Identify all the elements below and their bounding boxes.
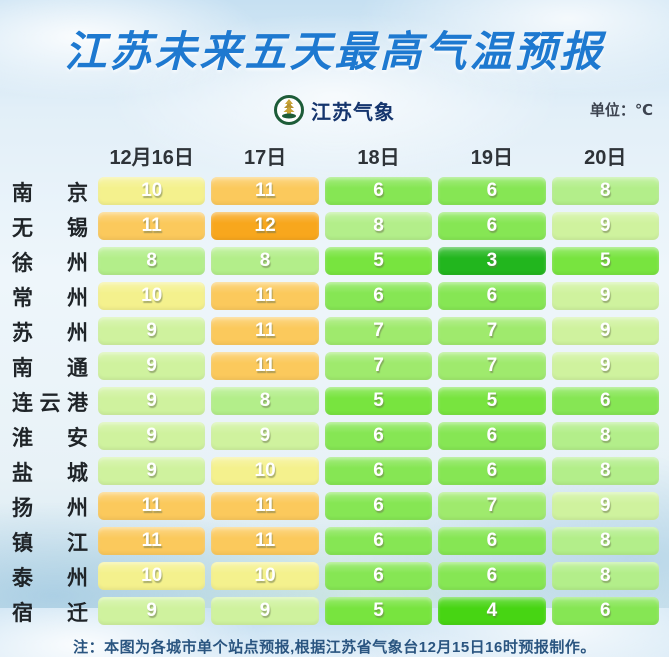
- temp-cell: 9: [551, 352, 659, 380]
- temp-cell: 12: [211, 212, 319, 240]
- city-label: 苏州: [12, 322, 88, 345]
- temp-cell: 9: [98, 422, 206, 450]
- temp-cell: 6: [438, 422, 546, 450]
- temp-cell: 11: [98, 492, 206, 520]
- column-header-date-1: 12月16日: [109, 147, 194, 169]
- temp-cell: 11: [211, 317, 319, 345]
- unit-label: 单位：℃: [589, 102, 653, 119]
- column-header-date-4: 19日: [470, 147, 514, 169]
- city-label: 无锡: [12, 217, 88, 240]
- temp-cell: 7: [324, 317, 433, 345]
- city-label: 连云港: [12, 392, 88, 415]
- temp-cell: 9: [551, 212, 659, 240]
- column-header-corner: [8, 137, 92, 172]
- temp-cell: 9: [98, 387, 206, 415]
- temp-cell: 6: [324, 282, 433, 310]
- brand-name: 江苏气象: [311, 101, 395, 124]
- temp-cell: 5: [324, 387, 433, 415]
- temp-cell: 6: [324, 177, 433, 205]
- temp-cell: 6: [324, 527, 433, 555]
- brand-row: 江苏气象 单位：℃: [0, 93, 669, 127]
- temp-cell: 10: [211, 457, 319, 485]
- city-label: 淮安: [12, 427, 88, 450]
- temp-cell: 8: [551, 527, 659, 555]
- temp-cell: 5: [324, 597, 433, 625]
- city-label: 南通: [12, 357, 88, 380]
- temp-cell: 11: [211, 527, 319, 555]
- footer-note: 注：本图为各城市单个站点预报,根据江苏省气象台12月15日16时预报制作。: [73, 639, 596, 656]
- temp-cell: 10: [98, 562, 206, 590]
- temp-cell: 6: [438, 527, 546, 555]
- temp-cell: 11: [98, 212, 206, 240]
- temp-cell: 6: [324, 457, 433, 485]
- temp-cell: 8: [324, 212, 433, 240]
- temp-cell: 9: [551, 492, 659, 520]
- column-header-date-3: 18日: [357, 147, 400, 169]
- temp-cell: 6: [438, 457, 546, 485]
- temp-cell: 5: [438, 387, 546, 415]
- temp-cell: 7: [438, 317, 546, 345]
- temp-cell: 3: [438, 247, 546, 275]
- temp-cell: 10: [98, 177, 206, 205]
- temp-cell: 8: [211, 387, 319, 415]
- temp-cell: 5: [551, 247, 659, 275]
- temp-cell: 9: [551, 282, 659, 310]
- temp-cell: 8: [98, 247, 206, 275]
- temp-cell: 10: [98, 282, 206, 310]
- city-label: 南京: [12, 182, 88, 205]
- city-label: 徐州: [12, 252, 88, 275]
- temp-cell: 9: [98, 457, 206, 485]
- temp-cell: 8: [211, 247, 319, 275]
- temp-cell: 11: [211, 492, 319, 520]
- temp-cell: 8: [551, 562, 659, 590]
- temp-cell: 6: [438, 562, 546, 590]
- temp-cell: 9: [98, 597, 206, 625]
- temp-cell: 10: [211, 562, 319, 590]
- temp-cell: 7: [438, 492, 546, 520]
- temp-cell: 9: [211, 597, 319, 625]
- column-header-date-2: 17日: [243, 147, 287, 169]
- temp-cell: 6: [551, 387, 659, 415]
- city-label: 宿迁: [12, 602, 88, 625]
- temp-cell: 7: [324, 352, 433, 380]
- temp-cell: 8: [551, 177, 659, 205]
- forecast-table: 12月16日 17日 18日 19日 20日 南京 10 11 6 6 8 无锡 11 12 8 6 9 徐州 8 8…: [8, 137, 659, 627]
- temp-cell: 6: [324, 422, 433, 450]
- temp-cell: 11: [211, 352, 319, 380]
- temp-cell: 9: [98, 317, 206, 345]
- temp-cell: 6: [324, 562, 433, 590]
- temp-cell: 11: [211, 177, 319, 205]
- page-title: 江苏未来五天最高气温预报: [64, 28, 605, 75]
- temp-cell: 8: [551, 457, 659, 485]
- temp-cell: 6: [438, 282, 546, 310]
- city-label: 盐城: [12, 462, 88, 485]
- city-label: 常州: [12, 287, 88, 310]
- temp-cell: 5: [324, 247, 433, 275]
- jiangsu-meteorology-logo-icon: [274, 95, 304, 125]
- column-header-date-5: 20日: [584, 147, 627, 169]
- temp-cell: 6: [324, 492, 433, 520]
- city-label: 扬州: [12, 497, 88, 520]
- temp-cell: 7: [438, 352, 546, 380]
- temp-cell: 9: [551, 317, 659, 345]
- temp-cell: 9: [98, 352, 206, 380]
- temp-cell: 9: [211, 422, 319, 450]
- temp-cell: 4: [438, 597, 546, 625]
- city-label: 镇江: [12, 532, 88, 555]
- temp-cell: 11: [211, 282, 319, 310]
- temp-cell: 11: [98, 527, 206, 555]
- city-label: 泰州: [12, 567, 88, 590]
- temp-cell: 6: [551, 597, 659, 625]
- temp-cell: 6: [438, 177, 546, 205]
- temp-cell: 6: [438, 212, 546, 240]
- temp-cell: 8: [551, 422, 659, 450]
